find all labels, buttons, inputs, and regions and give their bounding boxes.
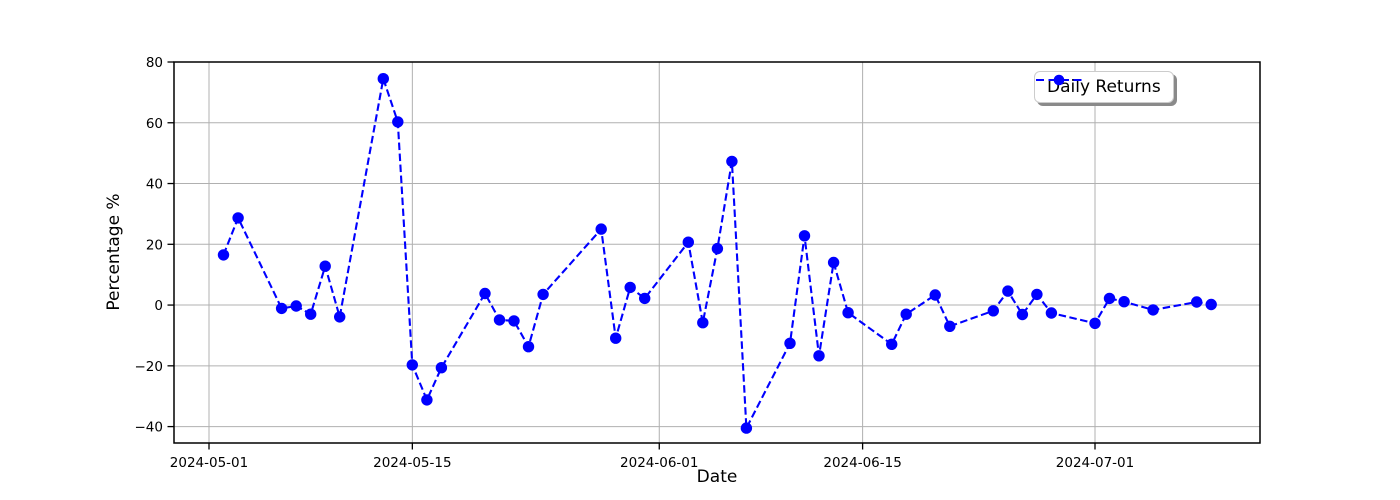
data-point-marker bbox=[1002, 285, 1014, 297]
data-point-marker bbox=[1089, 317, 1101, 329]
data-point-marker bbox=[392, 116, 404, 128]
legend-marker-icon bbox=[1053, 74, 1065, 86]
y-tick-label: 60 bbox=[146, 116, 163, 132]
y-axis-title: Percentage % bbox=[104, 193, 124, 311]
y-tick-label: 0 bbox=[154, 298, 163, 314]
data-point-marker bbox=[813, 350, 825, 362]
data-point-marker bbox=[1205, 298, 1217, 311]
legend-label: Daily Returns bbox=[1047, 77, 1161, 97]
data-point-marker bbox=[595, 223, 607, 235]
x-tick-label: 2024-05-01 bbox=[170, 455, 248, 471]
data-point-marker bbox=[377, 73, 389, 85]
data-point-marker bbox=[275, 302, 288, 315]
data-point-marker bbox=[624, 281, 636, 294]
data-point-marker bbox=[697, 317, 709, 329]
data-point-marker bbox=[217, 249, 230, 261]
data-point-marker bbox=[421, 394, 433, 406]
data-point-marker bbox=[232, 212, 244, 224]
data-point-marker bbox=[537, 288, 549, 301]
data-point-marker bbox=[1147, 304, 1159, 316]
data-point-marker bbox=[1191, 296, 1203, 308]
data-point-marker bbox=[784, 337, 796, 349]
y-tick-label: 20 bbox=[146, 237, 163, 253]
data-point-marker bbox=[740, 422, 753, 434]
data-point-marker bbox=[334, 311, 346, 323]
data-point-marker bbox=[435, 362, 448, 374]
data-point-marker bbox=[886, 338, 898, 350]
data-point-marker bbox=[1118, 296, 1130, 308]
x-tick-label: 2024-06-15 bbox=[823, 455, 901, 471]
data-point-marker bbox=[493, 314, 506, 326]
y-tick-label: −20 bbox=[135, 359, 164, 375]
data-point-marker bbox=[290, 300, 302, 312]
x-tick-label: 2024-07-01 bbox=[1056, 455, 1134, 471]
data-point-marker bbox=[406, 359, 418, 371]
daily-returns-line bbox=[222, 77, 1212, 430]
data-point-marker bbox=[711, 242, 724, 255]
legend-line-sample bbox=[1036, 74, 1082, 86]
data-point-marker bbox=[610, 332, 622, 344]
data-point-marker bbox=[479, 287, 491, 300]
data-point-marker bbox=[827, 256, 840, 269]
y-tick-label: 80 bbox=[146, 55, 163, 71]
x-tick-label: 2024-06-01 bbox=[620, 455, 698, 471]
x-axis-title: Date bbox=[696, 467, 738, 487]
x-tick-label: 2024-05-15 bbox=[373, 455, 451, 471]
data-point-marker bbox=[508, 315, 520, 327]
data-point-marker bbox=[842, 307, 854, 319]
data-point-marker bbox=[987, 305, 999, 317]
data-point-marker bbox=[1045, 307, 1058, 319]
data-point-marker bbox=[305, 308, 317, 320]
data-point-marker bbox=[639, 292, 651, 305]
data-point-marker bbox=[798, 230, 811, 242]
data-point-marker bbox=[1103, 292, 1116, 305]
data-point-marker bbox=[900, 308, 912, 320]
data-point-marker bbox=[726, 155, 738, 168]
data-point-marker bbox=[682, 236, 694, 248]
data-point-marker bbox=[1031, 288, 1043, 301]
data-point-marker bbox=[522, 341, 535, 353]
legend: Daily Returns bbox=[1034, 71, 1174, 103]
y-tick-label: 40 bbox=[146, 177, 163, 193]
data-point-marker bbox=[1016, 308, 1029, 321]
plot-frame bbox=[173, 61, 1261, 444]
data-point-marker bbox=[319, 260, 331, 272]
data-point-marker bbox=[929, 289, 941, 301]
data-point-marker bbox=[944, 320, 956, 332]
y-tick-label: −40 bbox=[135, 420, 164, 436]
